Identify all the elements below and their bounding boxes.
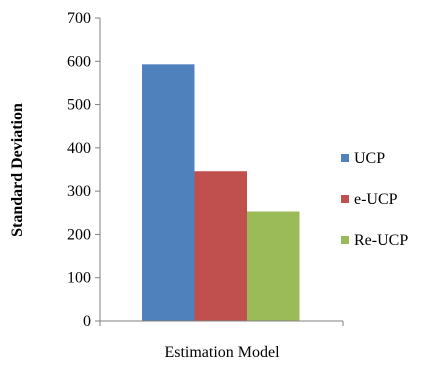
y-tick-label: 400	[67, 140, 91, 157]
bars	[142, 64, 300, 322]
y-tick-label: 700	[67, 10, 91, 27]
legend-swatch-e-ucp	[341, 195, 349, 203]
legend-label-e-ucp: e-UCP	[354, 191, 398, 208]
y-tick-label: 100	[67, 270, 91, 287]
y-tick-label: 0	[83, 313, 91, 330]
legend-label-re-ucp: Re-UCP	[354, 232, 408, 249]
legend-label-ucp: UCP	[354, 150, 385, 167]
x-axis-label: Estimation Model	[164, 344, 280, 361]
y-tick-label: 300	[67, 183, 91, 200]
y-axis: 0 100 200 300 400 500 600 700	[67, 10, 344, 330]
y-tick-label: 500	[67, 97, 91, 114]
y-axis-label: Standard Deviation	[9, 103, 26, 237]
y-tick-label: 200	[67, 226, 91, 243]
legend: UCP e-UCP Re-UCP	[341, 150, 408, 249]
legend-swatch-re-ucp	[341, 236, 349, 244]
bar-re-ucp	[247, 211, 300, 321]
bar-ucp	[142, 64, 195, 322]
legend-swatch-ucp	[341, 154, 349, 162]
y-tick-label: 600	[67, 53, 91, 70]
bar-e-ucp	[194, 171, 247, 321]
